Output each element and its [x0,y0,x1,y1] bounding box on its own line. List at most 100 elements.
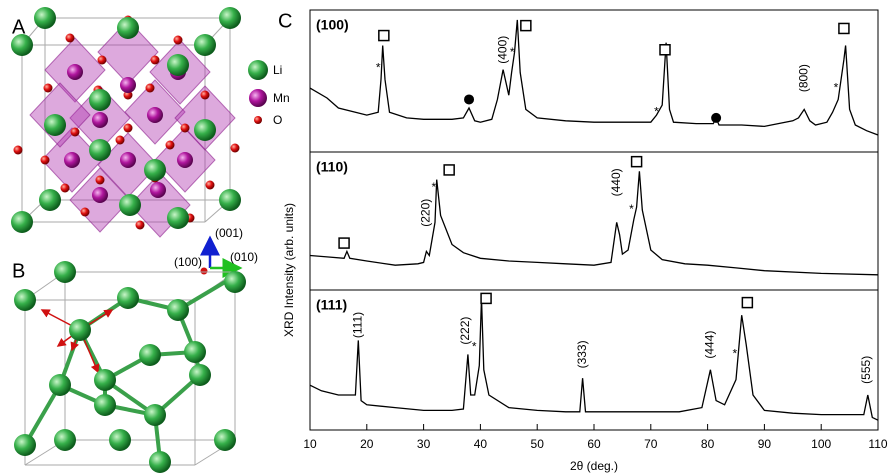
o-atom [200,90,210,100]
axis-label: (100) [174,255,202,269]
x-axis-label: 2θ (deg.) [570,459,618,473]
li-atom [144,159,166,181]
square-marker [520,19,532,32]
xrd-trace [309,171,879,276]
legend-label: Li [273,63,282,77]
li-atom [49,374,71,396]
o-atom [135,220,145,230]
asterisk: * [510,45,515,59]
xrd-trace [309,19,879,136]
square-marker [838,22,850,35]
x-tick-label: 110 [868,437,887,451]
hkl-label: (220) [419,199,433,227]
mn-atom [67,64,83,80]
structure-a [11,7,241,238]
hkl-label: (400) [495,36,509,64]
structure-panels: A B Li Mn O (001) (100) (010) [12,16,290,282]
li-atom [167,299,189,321]
hkl-label: (111) [350,312,364,338]
o-atom [145,83,155,93]
li-atom [144,404,166,426]
axes-indicator: (001) (100) (010) [174,226,258,278]
panel-label: C [278,10,292,32]
axis-dot [200,267,208,275]
hkl-label: (333) [575,340,589,368]
square-marker [480,292,492,305]
o-atom [40,155,50,165]
o-atom [65,33,75,43]
plot-frame [309,289,879,431]
li-atom [214,429,236,451]
panel-label: A [12,16,26,38]
hkl-label: (440) [609,168,623,196]
o-atom [43,83,53,93]
li-atom [69,319,91,341]
axis-label: (010) [230,250,258,264]
legend-label: Mn [273,91,290,105]
li-atom [89,139,111,161]
o-atom [115,135,125,145]
li-atom [219,7,241,29]
x-tick-label: 60 [587,437,601,451]
square-marker [741,296,754,309]
asterisk: * [733,347,738,361]
li-atom [119,194,141,216]
panel-label: (111) [316,297,347,313]
octahedron [174,85,236,151]
axis-label: (001) [215,226,243,240]
li-atom [109,429,131,451]
li-atom [167,54,189,76]
li-atom [184,341,206,363]
square-marker [338,237,350,249]
o-atom [13,145,23,155]
structure-b [14,261,246,473]
li-atom [224,271,246,293]
o-atom [97,55,107,65]
x-tick-label: 100 [811,437,831,451]
edge [23,383,62,447]
o-atom [173,35,183,45]
plot-frame [309,9,879,153]
li-atom [139,344,161,366]
asterisk: * [376,60,381,74]
mn-atom [120,152,136,168]
legend-swatch [249,89,267,107]
hkl-label: (444) [703,331,717,359]
panel-label: B [12,260,25,282]
mn-atom [120,77,136,93]
li-atom [11,34,33,56]
o-atom [150,55,160,65]
o-atom [230,143,240,153]
x-tick-label: 50 [531,437,545,451]
x-tick-label: 30 [417,437,431,451]
asterisk: * [654,104,659,118]
x-tick-label: 90 [758,437,772,451]
li-atom [94,369,116,391]
panel-label: (100) [316,17,349,33]
o-atom [205,180,215,190]
li-atom [14,434,36,456]
li-atom [89,89,111,111]
asterisk: * [629,202,634,216]
hkl-label: (222) [458,317,472,345]
panel-label: (110) [316,159,348,175]
legend-label: O [273,113,282,127]
legend-swatch [254,116,262,124]
li-atom [219,189,241,211]
y-axis-label: XRD Intensity (arb. units) [282,203,296,337]
li-atom [44,114,66,136]
dot-marker [711,112,722,123]
square-marker [659,44,671,56]
x-tick-label: 80 [701,437,715,451]
o-atom [80,207,90,217]
asterisk: * [472,340,477,354]
o-atom [123,123,133,133]
o-atom [70,127,80,137]
plot-frame [309,151,879,291]
li-atom [149,451,171,473]
li-atom [117,17,139,39]
li-atom [194,34,216,56]
li-atom [54,261,76,283]
li-atom [94,394,116,416]
o-atom [165,140,175,150]
